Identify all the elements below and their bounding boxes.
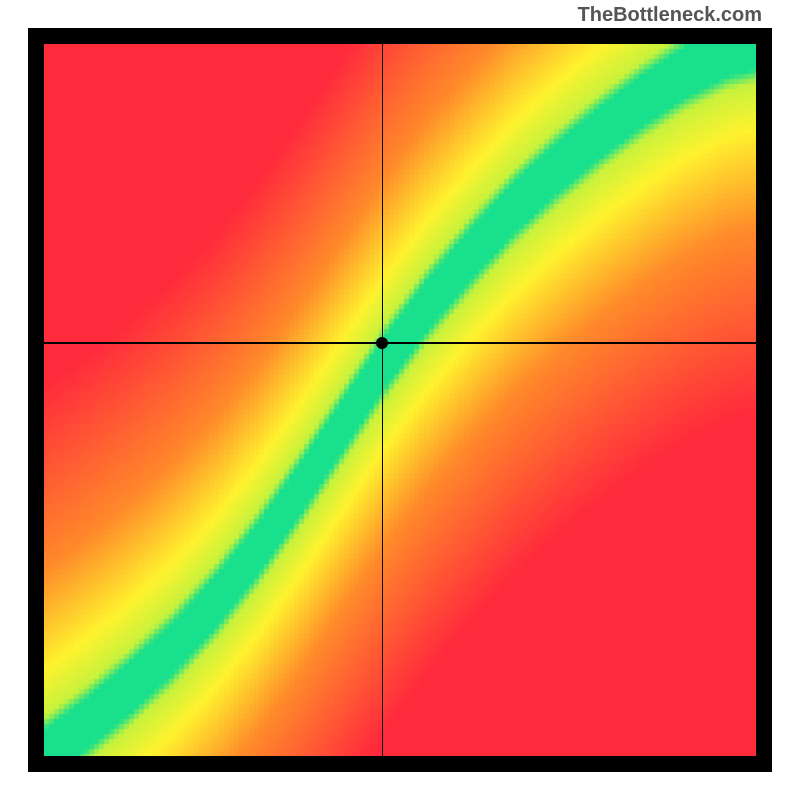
heatmap-plot (44, 44, 756, 756)
crosshair-marker (376, 337, 388, 349)
chart-outer-frame (28, 28, 772, 772)
chart-container: TheBottleneck.com (0, 0, 800, 800)
crosshair-vertical (382, 44, 383, 756)
watermark-text: TheBottleneck.com (578, 4, 762, 27)
crosshair-horizontal (44, 342, 756, 343)
heatmap-canvas (44, 44, 756, 756)
